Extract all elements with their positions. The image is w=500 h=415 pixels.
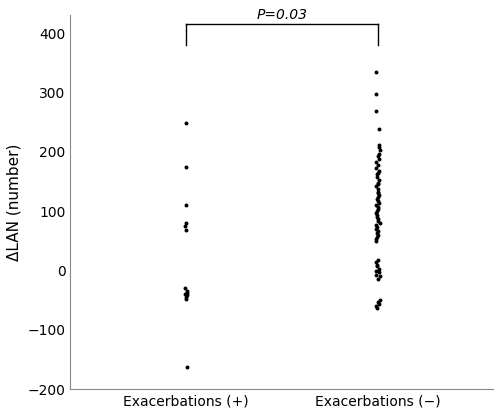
Point <box>374 188 382 195</box>
Point <box>375 269 383 276</box>
Point <box>375 176 383 183</box>
Point <box>375 144 383 150</box>
Point <box>375 142 383 148</box>
Point <box>375 266 383 272</box>
Point <box>374 194 382 200</box>
Point <box>373 211 381 218</box>
Point <box>183 288 191 295</box>
Point <box>376 220 384 226</box>
Point <box>372 165 380 172</box>
Point <box>373 230 381 237</box>
Point <box>182 220 190 226</box>
Point <box>372 183 380 190</box>
Point <box>372 259 380 266</box>
Point <box>182 223 190 229</box>
Point <box>374 263 382 270</box>
Point <box>374 204 382 210</box>
Point <box>374 190 382 197</box>
Point <box>372 303 380 310</box>
Point <box>374 169 382 176</box>
Point <box>372 208 380 215</box>
Point <box>373 196 381 203</box>
Point <box>184 290 192 296</box>
Point <box>376 192 384 198</box>
Point <box>374 179 382 186</box>
Point <box>373 305 381 311</box>
Point <box>376 168 384 174</box>
Point <box>374 299 382 305</box>
Point <box>373 233 381 240</box>
Point <box>375 126 383 133</box>
Point <box>374 200 382 207</box>
Point <box>374 161 382 168</box>
Point <box>182 120 190 127</box>
Point <box>182 295 190 302</box>
Point <box>373 173 381 180</box>
Point <box>372 237 380 244</box>
Point <box>376 297 384 303</box>
Point <box>374 198 382 205</box>
Point <box>372 90 380 97</box>
Point <box>182 294 190 300</box>
Point <box>374 181 382 188</box>
Point <box>372 108 380 115</box>
Point <box>374 227 382 234</box>
Point <box>182 164 190 170</box>
Point <box>372 261 380 268</box>
Point <box>372 222 380 228</box>
Point <box>374 217 382 224</box>
Point <box>182 202 190 209</box>
Point <box>375 156 383 162</box>
Point <box>372 271 380 278</box>
Point <box>374 153 382 159</box>
Text: P=0.03: P=0.03 <box>256 8 307 22</box>
Point <box>372 224 380 230</box>
Point <box>374 186 382 192</box>
Point <box>372 68 380 75</box>
Point <box>374 256 382 263</box>
Point <box>374 276 382 282</box>
Point <box>182 227 190 234</box>
Point <box>372 210 380 216</box>
Y-axis label: ΔLAN (number): ΔLAN (number) <box>7 144 22 261</box>
Point <box>374 301 382 308</box>
Point <box>184 364 192 371</box>
Point <box>375 150 383 157</box>
Point <box>372 159 380 165</box>
Point <box>372 267 380 274</box>
Point <box>374 215 382 222</box>
Point <box>183 292 191 299</box>
Point <box>372 236 380 242</box>
Point <box>372 202 380 209</box>
Point <box>181 291 189 298</box>
Point <box>372 226 380 232</box>
Point <box>374 232 382 238</box>
Point <box>376 147 384 154</box>
Point <box>182 285 190 292</box>
Point <box>376 273 384 280</box>
Point <box>374 214 382 220</box>
Point <box>374 205 382 212</box>
Point <box>374 171 382 178</box>
